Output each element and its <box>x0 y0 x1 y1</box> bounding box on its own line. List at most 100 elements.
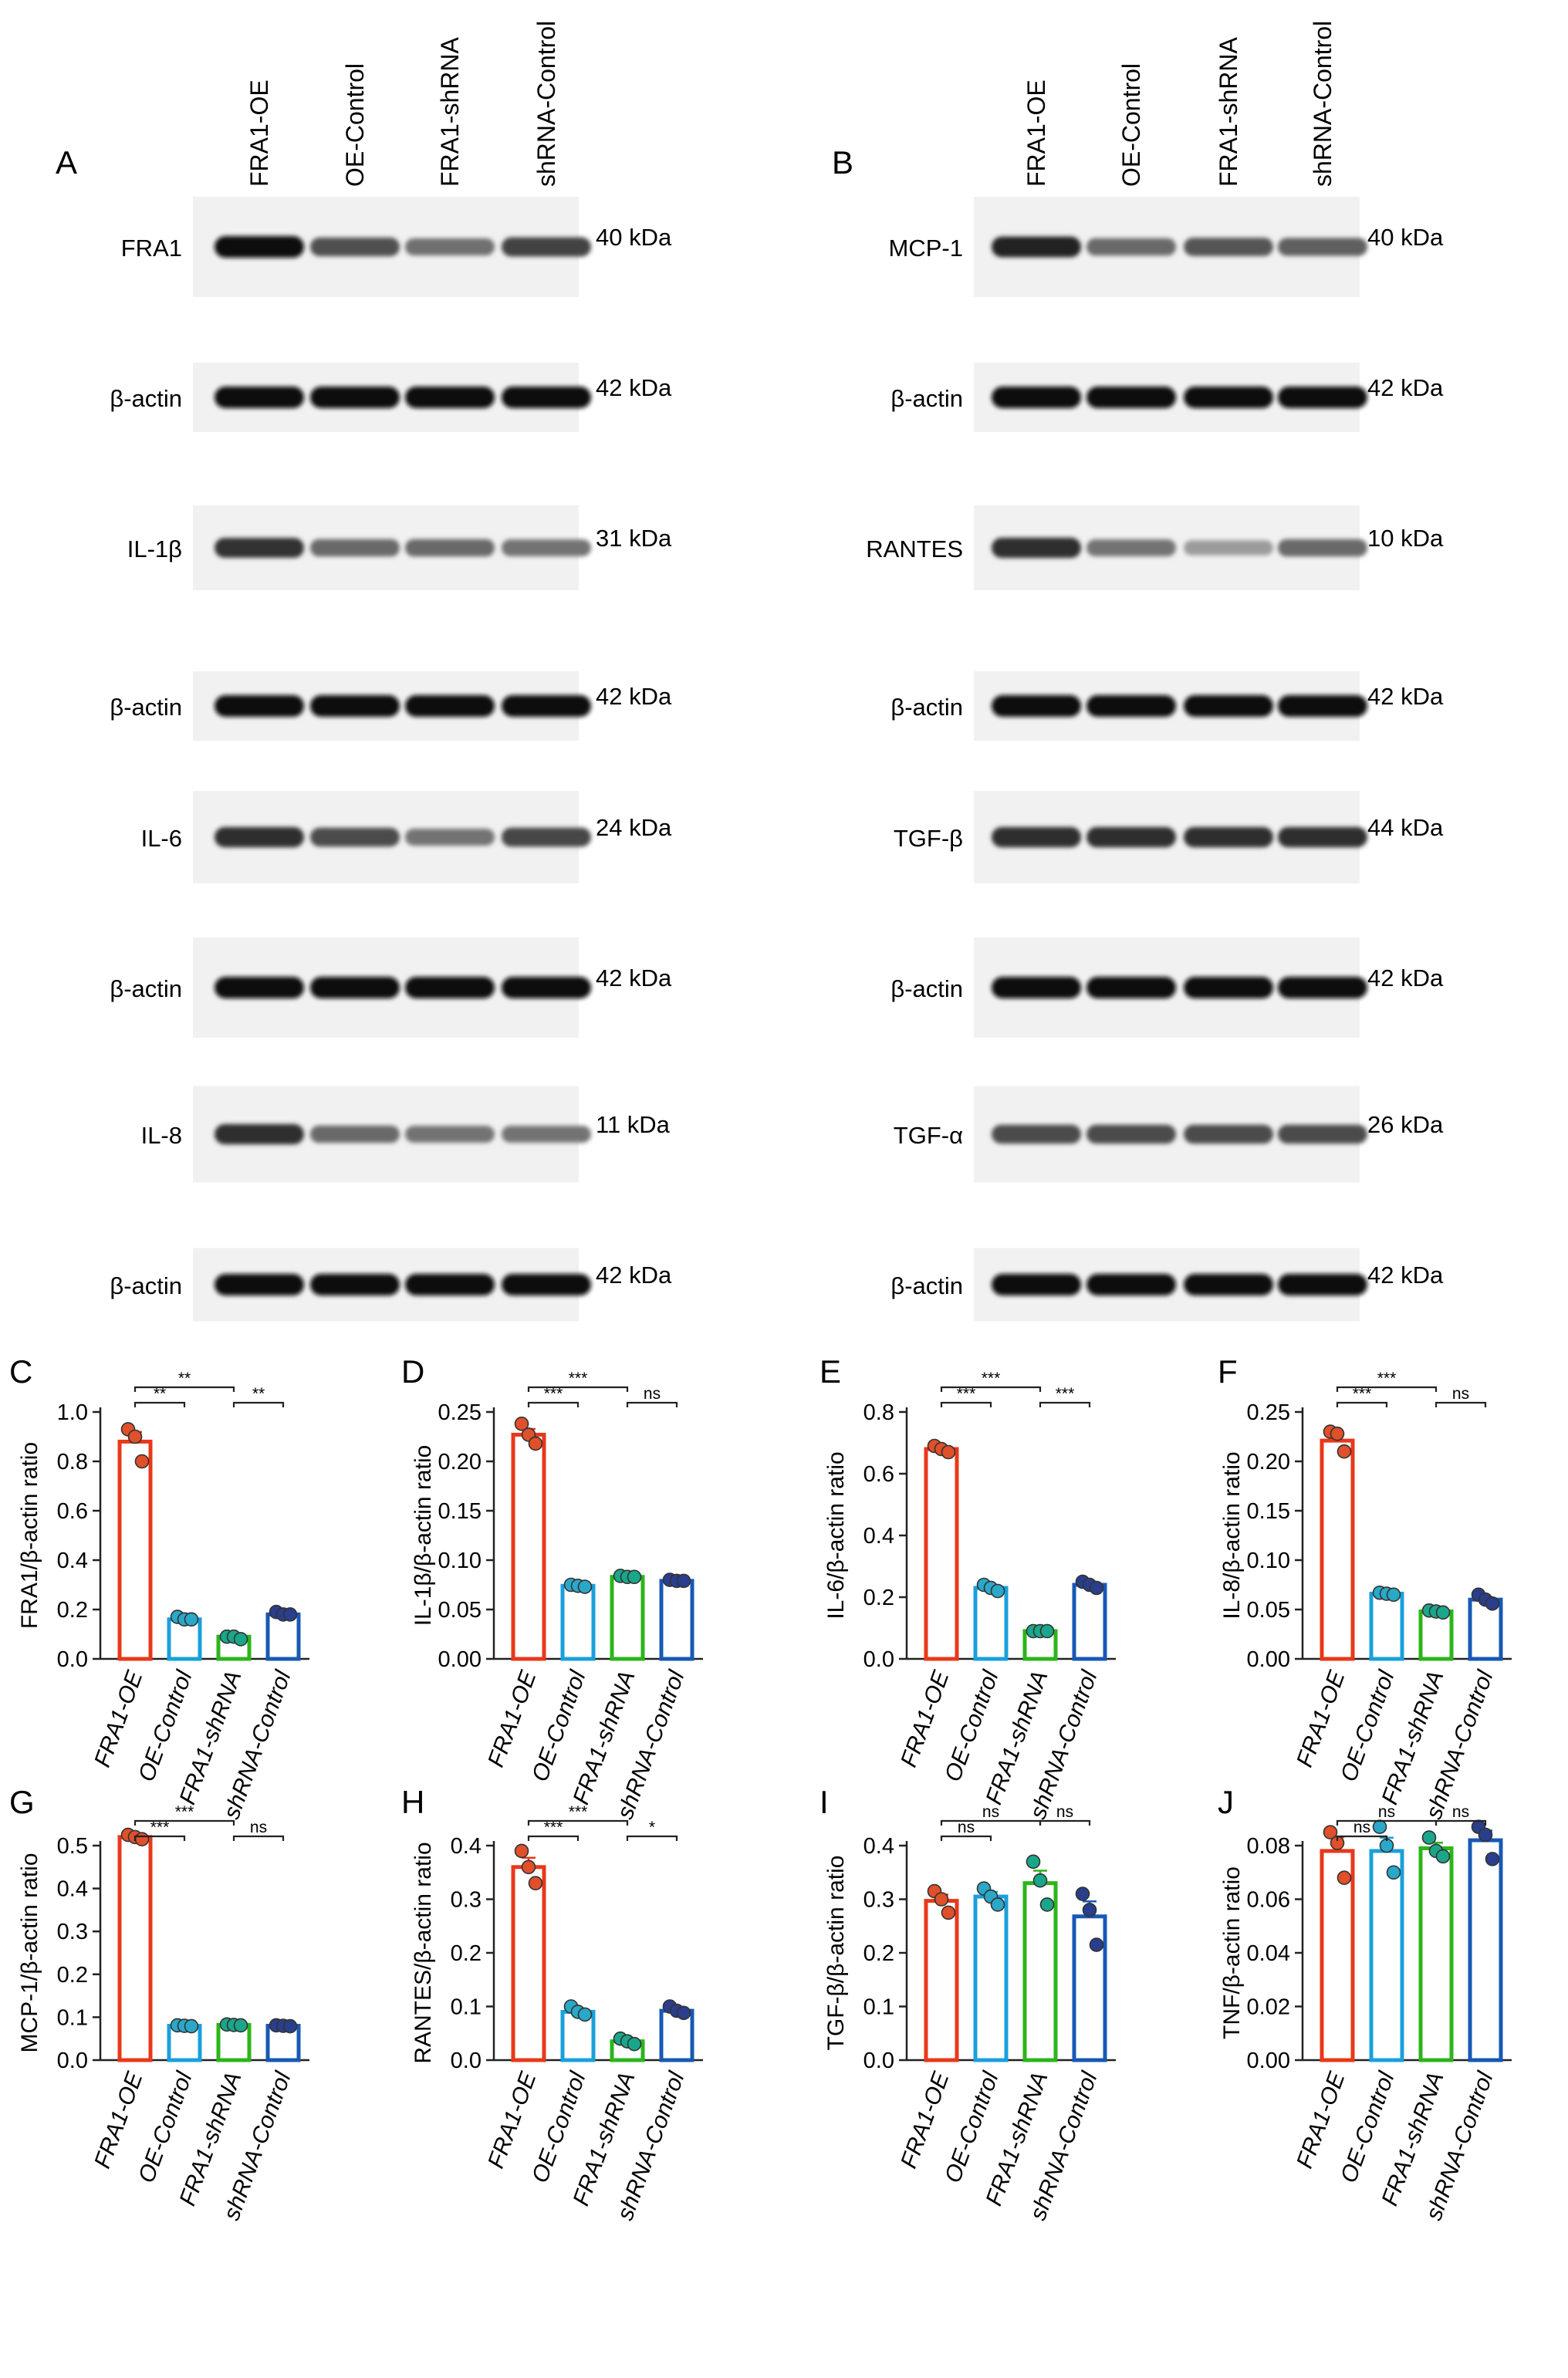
protein-band <box>405 238 495 256</box>
x-category-label: FRA1-OE <box>90 1667 148 1770</box>
significance-label: ns <box>1378 1803 1395 1821</box>
bracket-line <box>1336 1386 1438 1392</box>
bar <box>1320 1438 1355 1661</box>
bracket-line <box>527 1386 629 1392</box>
bar <box>1369 1592 1404 1661</box>
data-point <box>1337 1870 1352 1885</box>
significance-label: ns <box>1353 1819 1370 1836</box>
data-point <box>1337 1444 1352 1459</box>
protein-band <box>215 977 304 998</box>
significance-label: *** <box>1377 1370 1397 1387</box>
protein-band <box>215 826 304 848</box>
blot-row: TGF-α 26 kDa <box>894 1086 1444 1183</box>
significance-label: *** <box>569 1803 588 1821</box>
panel-letter: F <box>1218 1353 1238 1390</box>
significance-bracket: ** <box>133 1370 235 1392</box>
data-point <box>282 2018 298 2034</box>
significance-label: *** <box>175 1803 194 1821</box>
bar <box>1369 1849 1404 2062</box>
lane-header: FRA1-OE <box>245 79 273 187</box>
bar <box>1072 1583 1107 1661</box>
protein-band <box>405 387 495 408</box>
molecular-weight-label: 42 kDa <box>596 374 672 401</box>
blot-label: TGF-β <box>894 825 963 852</box>
protein-band <box>310 827 400 847</box>
significance-bracket: *** <box>133 1803 235 1826</box>
data-point <box>941 1444 956 1460</box>
data-point <box>676 2005 691 2021</box>
protein-band <box>215 695 304 717</box>
protein-band <box>992 1124 1081 1144</box>
y-tick-label: 0.0 <box>863 1647 894 1672</box>
significance-label: ns <box>958 1819 975 1836</box>
lane-header: FRA1-shRNA <box>436 37 464 187</box>
blot-row: β-actin 42 kDa <box>110 1248 672 1322</box>
bar <box>1320 1849 1355 2062</box>
y-tick-label: 0.1 <box>451 1995 482 2020</box>
protein-band <box>310 695 400 717</box>
protein-band <box>992 537 1081 559</box>
molecular-weight-label: 31 kDa <box>596 525 672 552</box>
y-axis-label: MCP-1/β-actin ratio <box>17 1853 42 2053</box>
lane-header: shRNA-Control <box>532 21 560 187</box>
y-tick-label: 0.06 <box>1247 1888 1290 1913</box>
protein-band <box>992 236 1081 258</box>
data-point <box>1435 1605 1451 1620</box>
significance-label: *** <box>982 1370 1001 1387</box>
x-category-label: FRA1-OE <box>896 2068 955 2171</box>
data-point <box>134 1454 150 1469</box>
blot-label: β-actin <box>890 1272 963 1299</box>
y-tick-label: 0.0 <box>863 2049 894 2073</box>
y-tick-label: 0.04 <box>1247 1941 1290 1966</box>
bar <box>973 1894 1009 2062</box>
significance-label: *** <box>544 1385 563 1403</box>
data-point <box>233 1632 248 1647</box>
data-point <box>1089 1580 1104 1596</box>
y-tick-label: 0.3 <box>57 1920 88 1944</box>
bar <box>1418 1846 1454 2062</box>
significance-bracket: *** <box>940 1385 992 1407</box>
protein-band <box>215 236 304 258</box>
y-tick-label: 0.0 <box>57 1647 88 1672</box>
y-tick-label: 0.8 <box>57 1450 88 1474</box>
blot-row: β-actin 42 kDa <box>110 363 672 432</box>
protein-band <box>310 387 400 408</box>
blot-row: IL-8 11 kDa <box>141 1086 671 1183</box>
protein-band <box>992 695 1081 717</box>
protein-band <box>1184 1274 1273 1295</box>
data-point <box>1026 1854 1041 1870</box>
western-panel-B: B FRA1-OE OE-Control FRA1-shRNA shRNA-Contro… <box>832 21 1444 1322</box>
bar <box>610 1575 645 1661</box>
bar <box>117 1439 153 1661</box>
bar <box>1072 1914 1107 2062</box>
chart-panel-G: G 0.0 0.1 0.2 0.3 0.4 0.5 MCP-1/β-actin ratio FR… <box>9 1784 309 2224</box>
significance-label: ns <box>250 1819 267 1836</box>
significance-label: ns <box>1056 1803 1073 1821</box>
molecular-weight-label: 42 kDa <box>1367 1262 1444 1289</box>
data-point <box>1485 1596 1500 1611</box>
chart-panel-F: F 0.00 0.05 0.10 0.15 0.20 0.25 IL-8/β-actin ra… <box>1218 1353 1512 1822</box>
molecular-weight-label: 42 kDa <box>596 683 672 710</box>
bracket-line <box>626 1835 678 1841</box>
y-tick-label: 0.05 <box>438 1598 482 1623</box>
lane-header: shRNA-Control <box>1309 21 1337 187</box>
data-point <box>934 1892 949 1907</box>
blot-row: RANTES 10 kDa <box>866 505 1444 590</box>
protein-band <box>1184 387 1273 408</box>
significance-bracket: *** <box>527 1370 629 1392</box>
significance-bracket: ns <box>232 1819 285 1841</box>
data-point <box>1089 1937 1104 1952</box>
significance-bracket: *** <box>527 1385 580 1407</box>
blot-label: RANTES <box>866 535 963 562</box>
bracket-line <box>133 1835 186 1841</box>
bracket-line <box>133 1819 235 1826</box>
y-tick-label: 0.4 <box>863 1834 894 1859</box>
significance-bracket: ns <box>1435 1803 1487 1826</box>
blot-row: β-actin 42 kDa <box>890 937 1444 1038</box>
bracket-line <box>1336 1819 1438 1826</box>
bracket-line <box>1039 1401 1091 1407</box>
panel-letter: J <box>1218 1784 1234 1820</box>
blot-row: MCP-1 40 kDa <box>889 197 1444 297</box>
